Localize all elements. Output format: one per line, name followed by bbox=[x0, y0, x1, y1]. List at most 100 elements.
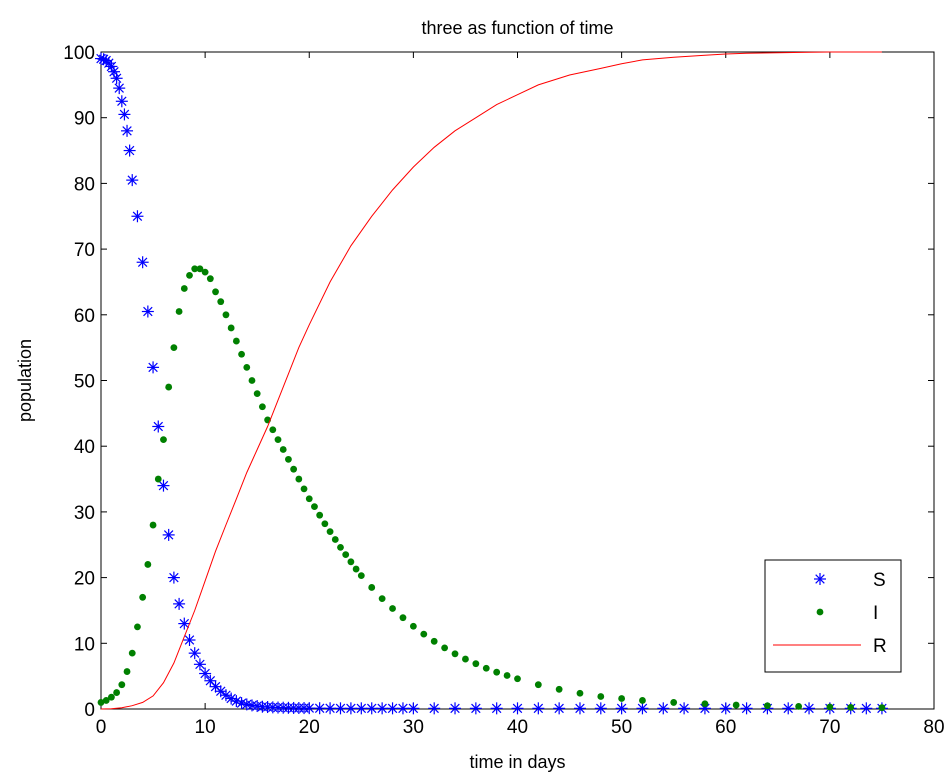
series-S-point bbox=[344, 702, 357, 715]
series-S-point bbox=[105, 60, 118, 73]
x-tick-label: 10 bbox=[195, 717, 216, 738]
series-I-point bbox=[290, 465, 298, 473]
y-tick-label: 60 bbox=[74, 306, 95, 327]
series-S-point bbox=[131, 210, 144, 223]
series-I-point bbox=[826, 703, 834, 711]
legend: SIR bbox=[764, 559, 902, 673]
legend-label-I: I bbox=[873, 603, 878, 624]
series-S-point bbox=[147, 361, 160, 374]
series-I-point bbox=[118, 681, 126, 689]
series-I-point bbox=[305, 495, 313, 503]
series-S-point bbox=[355, 702, 368, 715]
series-S-point bbox=[199, 667, 212, 680]
series-I-point bbox=[331, 536, 339, 543]
series-I-point bbox=[134, 623, 141, 631]
series-I-point bbox=[420, 630, 428, 638]
series-S-point bbox=[636, 702, 649, 715]
series-I-point bbox=[180, 285, 188, 292]
series-I-point bbox=[462, 655, 469, 663]
series-S-point bbox=[532, 702, 545, 715]
y-tick-label: 0 bbox=[84, 700, 95, 721]
series-I-point bbox=[352, 565, 360, 573]
series-I-point bbox=[253, 390, 261, 398]
series-I-point bbox=[295, 475, 303, 483]
series-I-point bbox=[123, 668, 131, 675]
series-S-point bbox=[396, 702, 409, 715]
legend-swatch-S bbox=[814, 573, 826, 585]
series-S-point bbox=[113, 82, 126, 95]
series-S-point bbox=[110, 72, 123, 85]
series-I-point bbox=[201, 268, 209, 276]
series-I-point bbox=[493, 668, 501, 676]
series-S-point bbox=[449, 702, 462, 715]
series-S-point bbox=[157, 479, 170, 492]
series-I-point bbox=[243, 363, 251, 371]
y-tick-label: 30 bbox=[74, 503, 95, 524]
series-I-point bbox=[108, 693, 115, 701]
x-tick-label: 20 bbox=[299, 717, 320, 738]
series-I-point bbox=[186, 271, 193, 279]
series-I-point bbox=[342, 551, 350, 559]
series-S-point bbox=[860, 702, 873, 715]
series-S-point bbox=[594, 702, 607, 715]
series-S-point bbox=[803, 702, 816, 715]
series-S-point bbox=[490, 702, 503, 715]
series-I-point bbox=[347, 558, 355, 566]
series-S-point bbox=[719, 702, 732, 715]
series-I-point bbox=[300, 485, 308, 493]
series-I-point bbox=[227, 324, 235, 332]
series-I-point bbox=[321, 520, 329, 528]
series-S-point bbox=[230, 695, 243, 708]
series-S-point bbox=[657, 702, 670, 715]
series-S-point bbox=[365, 702, 378, 715]
series-I-point bbox=[311, 503, 318, 511]
x-tick-label: 40 bbox=[507, 717, 528, 738]
series-I-point bbox=[472, 660, 480, 668]
series-I-point bbox=[191, 265, 199, 273]
series-I-point bbox=[316, 511, 324, 519]
x-tick-label: 0 bbox=[96, 717, 107, 738]
series-I-point bbox=[128, 649, 136, 657]
series-I-point bbox=[232, 337, 240, 345]
series-S-point bbox=[126, 174, 139, 187]
series-S-point bbox=[782, 702, 795, 715]
series-I-point bbox=[732, 701, 740, 709]
series-I-point bbox=[274, 436, 282, 444]
series-I-point bbox=[878, 704, 886, 712]
series-I-point bbox=[441, 644, 449, 652]
y-tick-label: 40 bbox=[74, 437, 95, 458]
y-tick-label: 70 bbox=[74, 240, 95, 261]
series-S-point bbox=[511, 702, 524, 715]
series-I-point bbox=[389, 605, 396, 612]
series-S-point bbox=[121, 124, 134, 137]
series-S-point bbox=[162, 528, 175, 541]
series-I-point bbox=[670, 699, 678, 706]
legend-label-S: S bbox=[873, 570, 886, 591]
series-I-point bbox=[258, 403, 266, 411]
series-I-point bbox=[430, 637, 438, 645]
series-S-point bbox=[678, 702, 691, 715]
series-I-point bbox=[764, 702, 771, 710]
series-I-point bbox=[238, 350, 245, 358]
chart-title: three as function of time bbox=[421, 18, 613, 38]
series-S-point bbox=[115, 95, 128, 108]
series-S-point bbox=[219, 689, 232, 702]
series-S-point bbox=[324, 702, 337, 715]
series-I-point bbox=[139, 593, 147, 601]
series-I-point bbox=[165, 383, 173, 391]
series-I-point bbox=[248, 377, 256, 384]
series-S-point bbox=[183, 634, 196, 647]
y-tick-label: 80 bbox=[74, 174, 95, 195]
y-tick-label: 10 bbox=[74, 634, 95, 655]
series-S-point bbox=[334, 702, 347, 715]
legend-label-R: R bbox=[873, 636, 887, 657]
y-axis-label: population bbox=[15, 339, 35, 422]
series-I-point bbox=[451, 650, 459, 658]
series-I-point bbox=[534, 681, 542, 689]
series-I-point bbox=[175, 308, 183, 315]
series-S-point bbox=[141, 305, 154, 318]
series-I-point bbox=[326, 528, 334, 536]
series-S-point bbox=[313, 702, 326, 715]
series-I-point bbox=[217, 298, 225, 306]
series-I-point bbox=[212, 288, 219, 296]
